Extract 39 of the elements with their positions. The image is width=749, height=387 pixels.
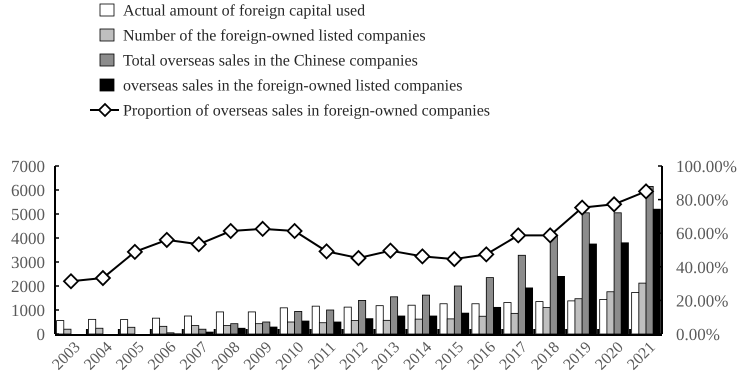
y2-tick-label: 60.00% — [676, 224, 728, 244]
point — [542, 227, 558, 244]
point — [478, 246, 494, 262]
y-tick-label: 4000 — [11, 228, 45, 248]
x-tick-label: 2011 — [305, 338, 340, 373]
legend-label: overseas sales in the foreign-owned listed companies — [123, 78, 462, 95]
point — [446, 251, 462, 267]
point — [158, 232, 175, 248]
legend-label: Total overseas sales in the Chinese companies — [123, 52, 418, 70]
point — [95, 270, 111, 286]
y2-tick-label: 0.00% — [676, 324, 720, 344]
point — [350, 250, 366, 266]
point — [510, 227, 526, 244]
y-tick-label: 0 — [36, 324, 45, 344]
y-tick-label: 7000 — [11, 156, 45, 176]
legend-label: Proportion of overseas sales in foreign-owned companies — [123, 102, 490, 120]
y-tick-label: 2000 — [11, 276, 45, 296]
legend-label: Actual amount of foreign capital used — [123, 2, 366, 20]
point — [318, 243, 334, 260]
y2-tick-label: 20.00% — [676, 291, 728, 310]
point — [574, 200, 590, 216]
point — [254, 220, 271, 237]
y2-tick-label: 80.00% — [676, 190, 728, 210]
y-tick-label: 3000 — [11, 252, 45, 272]
point — [606, 196, 622, 212]
point — [414, 248, 430, 264]
point — [190, 236, 207, 252]
point — [638, 183, 654, 200]
y-tick-label: 1000 — [11, 300, 45, 320]
point — [222, 223, 239, 239]
y-tick-label: 6000 — [11, 180, 45, 200]
y2-tick-label: 100.00% — [676, 156, 737, 176]
legend-label: Number of the foreign-owned listed companies — [123, 28, 426, 45]
y2-tick-label: 40.00% — [676, 258, 728, 277]
point — [63, 273, 79, 290]
y-tick-label: 5000 — [11, 204, 45, 224]
point — [382, 242, 398, 259]
point — [286, 223, 303, 239]
point — [126, 244, 143, 260]
